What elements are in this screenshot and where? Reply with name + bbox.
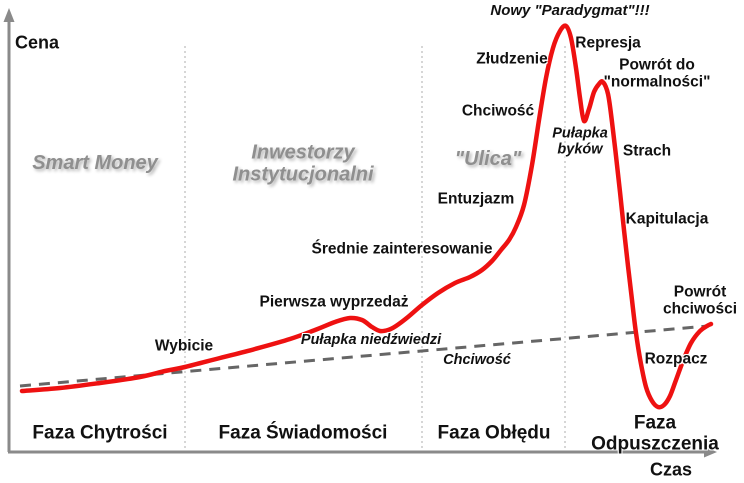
section-label-street: "Ulica": [454, 148, 522, 171]
phase-label-mania: Faza Obłędu: [437, 422, 551, 444]
phase-label-awareness: Faza Świadomości: [218, 422, 388, 444]
price-line: [19, 23, 714, 410]
price-curve: [19, 23, 714, 410]
return-to-normal-label: Powrót do "normalności": [603, 56, 711, 90]
return-of-greed-label: Powrót chciwości: [662, 283, 738, 317]
phase-label-blowoff: Faza Odpuszczenia: [591, 412, 719, 454]
denial-label: Represja: [575, 34, 641, 52]
fear-label: Strach: [622, 142, 672, 160]
y-axis-label: Cena: [14, 32, 60, 53]
enthusiasm-label: Entuzjazm: [437, 190, 515, 208]
first-sell-off-label: Pierwsza wyprzedaż: [259, 293, 409, 311]
y-axis-arrow-icon: [3, 8, 15, 22]
phase-label-stealth: Faza Chytrości: [32, 422, 168, 444]
greed-label: Chciwość: [461, 102, 535, 120]
capitulation-label: Kapitulacja: [625, 210, 709, 228]
media-attention-label: Średnie zainteresowanie: [311, 240, 493, 258]
take-off-label: Wybicie: [154, 337, 214, 355]
despair-label: Rozpacz: [644, 350, 708, 368]
new-paradigm-label: Nowy "Paradygmat"!!!: [490, 1, 650, 19]
phase-separators: [184, 46, 566, 450]
x-axis-label: Czas: [649, 459, 693, 480]
mean-greed-label: Chciwość: [443, 352, 511, 369]
bull-trap-label: Pułapka byków: [552, 125, 608, 157]
x-axis-arrow-icon: [704, 446, 717, 458]
section-label-institutional: Inwestorzy Instytucjonalni: [232, 141, 374, 185]
section-label-smart-money: Smart Money: [32, 152, 158, 175]
bear-trap-label: Pułapka niedźwiedzi: [300, 332, 442, 349]
delusion-label: Złudzenie: [476, 50, 548, 68]
axes: [3, 8, 717, 458]
